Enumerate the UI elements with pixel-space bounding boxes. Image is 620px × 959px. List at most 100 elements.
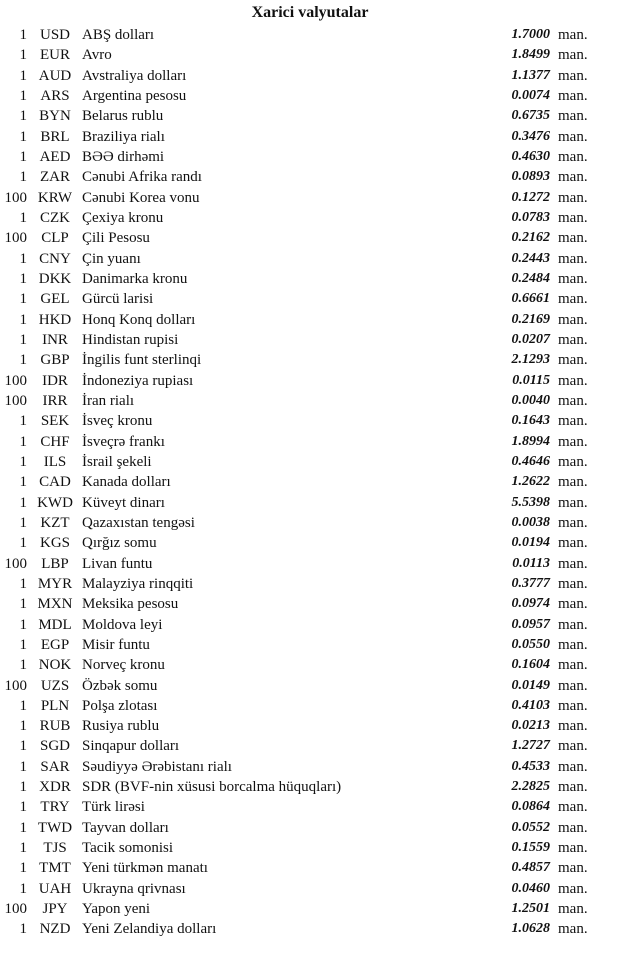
currency-name: Tacik somonisi <box>82 840 174 857</box>
exchange-rate: 0.3476 <box>511 128 551 144</box>
exchange-rate: 0.2443 <box>511 250 551 266</box>
exchange-rate: 0.0552 <box>511 819 551 835</box>
currency-name: Rusiya rublu <box>82 718 160 735</box>
currency-name: İndoneziya rupiası <box>82 372 194 389</box>
unit-count: 1 <box>19 514 28 531</box>
table-row: 1 NOK Norveç kronu 0.1604 man. <box>0 655 620 675</box>
table-row: 1 CAD Kanada dolları 1.2622 man. <box>0 472 620 492</box>
exchange-rate: 0.3777 <box>511 575 551 591</box>
currency-unit: man. <box>558 535 588 552</box>
table-row: 1 XDR SDR (BVF-nin xüsusi borcalma hüquqla… <box>0 777 620 797</box>
currency-name: Livan funtu <box>82 555 153 572</box>
table-row: 1 TRY Türk lirəsi 0.0864 man. <box>0 797 620 817</box>
table-row: 1 NZD Yeni Zelandiya dolları 1.0628 man. <box>0 919 620 939</box>
table-row: 1 UAH Ukrayna qrivnası 0.0460 man. <box>0 879 620 899</box>
unit-count: 1 <box>19 718 28 735</box>
currency-name: Tayvan dolları <box>82 819 169 836</box>
table-row: 1 DKK Danimarka kronu 0.2484 man. <box>0 269 620 289</box>
unit-count: 1 <box>19 311 28 328</box>
exchange-rate: 0.0550 <box>511 636 551 652</box>
currency-unit: man. <box>558 128 588 145</box>
currency-unit: man. <box>558 901 588 918</box>
unit-count: 1 <box>19 352 28 369</box>
currency-name: Səudiyyə Ərəbistanı rialı <box>82 758 232 775</box>
currency-unit: man. <box>558 779 588 796</box>
currency-code: EUR <box>40 47 70 64</box>
exchange-rate: 0.4646 <box>511 453 551 469</box>
table-row: 1 KWD Küveyt dinarı 5.5398 man. <box>0 493 620 513</box>
exchange-rate: 0.0213 <box>511 718 551 734</box>
currency-name: Hindistan rupisi <box>82 331 179 348</box>
currency-code: XDR <box>39 779 71 796</box>
currency-unit: man. <box>558 433 588 450</box>
table-row: 1 MDL Moldova leyi 0.0957 man. <box>0 615 620 635</box>
exchange-rate: 0.0957 <box>511 616 551 632</box>
exchange-rate: 0.0113 <box>512 555 550 571</box>
unit-count: 1 <box>19 108 28 125</box>
exchange-rate: 0.4857 <box>511 860 551 876</box>
currency-name: Kanada dolları <box>82 474 171 491</box>
currency-name: Qazaxıstan tengəsi <box>82 514 195 531</box>
table-row: 1 PLN Polşa zlotası 0.4103 man. <box>0 696 620 716</box>
unit-count: 1 <box>19 657 28 674</box>
currency-name: SDR (BVF-nin xüsusi borcalma hüquqları) <box>82 779 342 796</box>
table-row: 1 ILS İsrail şekeli 0.4646 man. <box>0 452 620 472</box>
currency-name: İsrail şekeli <box>82 453 152 470</box>
table-row: 1 CHF İsveçrə frankı 1.8994 man. <box>0 432 620 452</box>
currency-name: Çexiya kronu <box>82 209 164 226</box>
currency-name: Avstraliya dolları <box>82 67 187 84</box>
unit-count: 100 <box>4 555 28 572</box>
exchange-rate: 2.1293 <box>511 352 551 368</box>
exchange-rate: 0.0864 <box>511 799 551 815</box>
table-row: 1 CZK Çexiya kronu 0.0783 man. <box>0 208 620 228</box>
exchange-rate: 0.0038 <box>511 514 551 530</box>
unit-count: 1 <box>19 67 28 84</box>
table-row: 1 ZAR Cənubi Afrika randı 0.0893 man. <box>0 167 620 187</box>
table-row: 1 USD ABŞ dolları 1.7000 man. <box>0 25 620 45</box>
currency-unit: man. <box>558 250 588 267</box>
exchange-rate: 0.1604 <box>511 657 551 673</box>
table-row: 1 HKD Honq Konq dolları 0.2169 man. <box>0 310 620 330</box>
currency-code: RUB <box>39 718 71 735</box>
table-row: 1 ARS Argentina pesosu 0.0074 man. <box>0 86 620 106</box>
unit-count: 100 <box>4 677 28 694</box>
exchange-rate: 0.0460 <box>511 880 551 896</box>
currency-code: CHF <box>40 433 70 450</box>
currency-name: Norveç kronu <box>82 657 165 674</box>
currency-name: Yeni türkmən manatı <box>82 860 208 877</box>
table-row: 1 AUD Avstraliya dolları 1.1377 man. <box>0 66 620 86</box>
unit-count: 1 <box>19 87 28 104</box>
currency-unit: man. <box>558 880 588 897</box>
currency-code: ZAR <box>40 169 70 186</box>
currency-unit: man. <box>558 352 588 369</box>
unit-count: 1 <box>19 27 28 43</box>
table-row: 1 SAR Səudiyyə Ərəbistanı rialı 0.4533 man. <box>0 757 620 777</box>
currency-unit: man. <box>558 555 588 572</box>
currency-name: Türk lirəsi <box>82 799 145 816</box>
table-row: 1 EUR Avro 1.8499 man. <box>0 45 620 65</box>
currency-name: Danimarka kronu <box>82 270 188 287</box>
currency-code: KZT <box>40 514 70 531</box>
exchange-rate: 2.2825 <box>511 779 551 795</box>
unit-count: 1 <box>19 535 28 552</box>
exchange-rate: 0.0207 <box>511 331 551 347</box>
currency-code: GEL <box>40 291 70 308</box>
table-row: 100 IDR İndoneziya rupiası 0.0115 man. <box>0 371 620 391</box>
currency-unit: man. <box>558 230 588 247</box>
exchange-rate: 5.5398 <box>511 494 551 510</box>
currency-code: TMT <box>39 860 71 877</box>
currency-unit: man. <box>558 331 588 348</box>
currency-code: ARS <box>40 87 70 104</box>
currency-unit: man. <box>558 87 588 104</box>
currency-code: IDR <box>42 372 68 389</box>
currency-name: Belarus rublu <box>82 108 164 125</box>
unit-count: 1 <box>19 413 28 430</box>
table-row: 1 TMT Yeni türkmən manatı 0.4857 man. <box>0 858 620 878</box>
unit-count: 1 <box>19 291 28 308</box>
currency-code: DKK <box>38 270 72 287</box>
exchange-rate: 0.6661 <box>511 291 551 307</box>
currency-code: LBP <box>41 555 69 572</box>
currency-name: İsveç kronu <box>82 413 153 430</box>
currency-name: Argentina pesosu <box>82 87 187 104</box>
table-row: 1 TWD Tayvan dolları 0.0552 man. <box>0 818 620 838</box>
